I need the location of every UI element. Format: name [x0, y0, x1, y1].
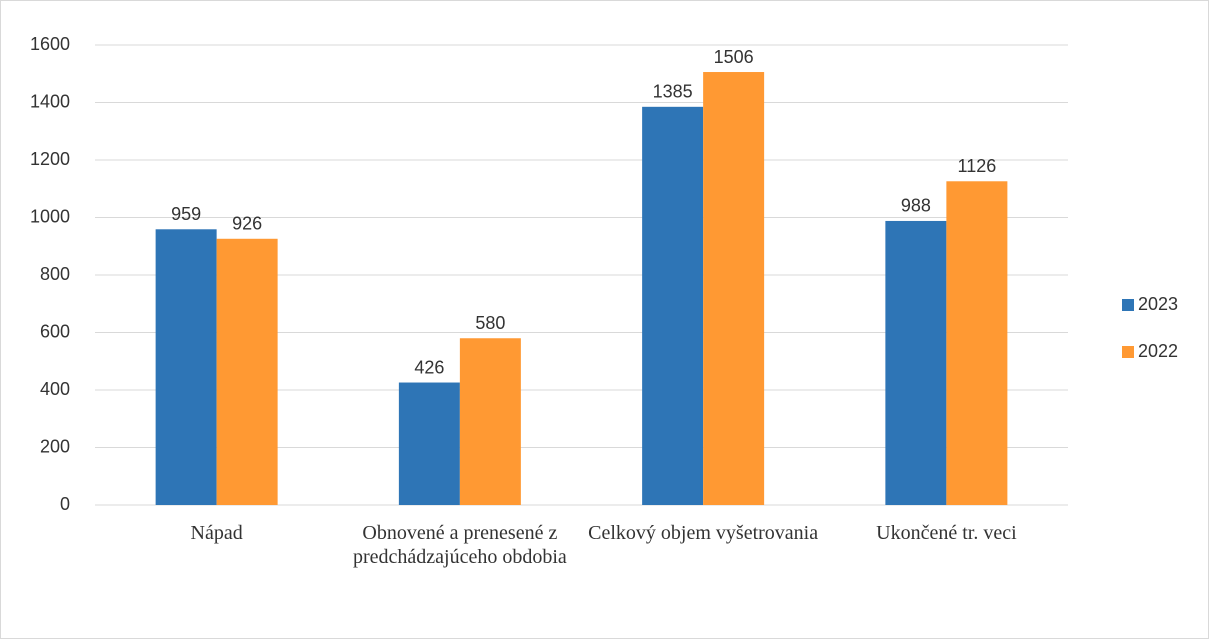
bar	[216, 238, 278, 505]
data-label: 1385	[653, 82, 693, 102]
data-label: 426	[414, 357, 444, 377]
x-tick-label: Ukončené tr. veci	[876, 522, 1017, 544]
bar	[946, 181, 1008, 505]
legend-label: 2023	[1138, 294, 1178, 314]
bar	[703, 72, 765, 506]
y-tick-label: 1200	[30, 149, 70, 169]
x-tick-label: Nápad	[190, 522, 243, 544]
y-tick-label: 200	[40, 436, 70, 456]
legend-label: 2022	[1138, 341, 1178, 361]
x-tick-label: Celkový objem vyšetrovania	[588, 522, 819, 544]
y-tick-label: 400	[40, 379, 70, 399]
bar	[398, 382, 460, 505]
bar	[459, 338, 521, 505]
data-label: 1506	[714, 47, 754, 67]
data-label: 988	[901, 196, 931, 216]
y-tick-label: 1000	[30, 206, 70, 226]
y-tick-label: 800	[40, 264, 70, 284]
x-tick-label: Obnovené a prenesené z predchádzajúceho …	[352, 522, 567, 568]
bar	[642, 106, 704, 505]
data-label: 580	[475, 313, 505, 333]
legend-swatch	[1122, 346, 1134, 358]
data-label: 926	[232, 214, 262, 234]
bar	[885, 220, 947, 505]
y-tick-label: 1600	[30, 34, 70, 54]
y-tick-label: 0	[60, 494, 70, 514]
data-label: 1126	[958, 156, 997, 176]
legend-swatch	[1122, 299, 1134, 311]
data-label: 959	[171, 204, 201, 224]
y-tick-label: 600	[40, 321, 70, 341]
bar	[155, 229, 217, 505]
y-tick-label: 1400	[30, 91, 70, 111]
